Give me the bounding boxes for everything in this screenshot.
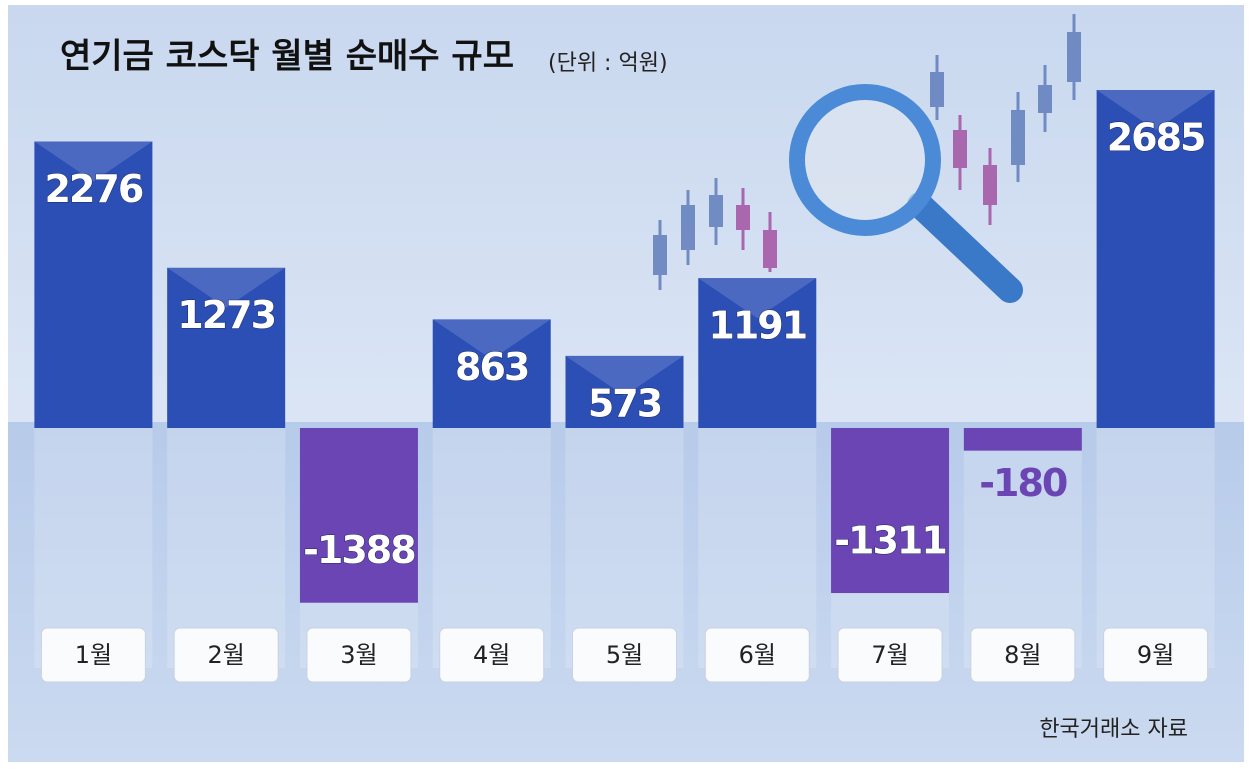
x-tick-label: 9월 xyxy=(1137,641,1174,669)
category-box xyxy=(306,627,412,683)
bar-bevel xyxy=(167,267,286,308)
bar-bevel xyxy=(1096,90,1215,130)
bar xyxy=(34,141,153,428)
bar xyxy=(432,319,551,428)
lower-background xyxy=(8,422,1244,762)
category-box xyxy=(173,627,279,683)
value-label: 573 xyxy=(588,381,661,425)
x-tick-label: 6월 xyxy=(739,641,776,669)
chart-title: 연기금 코스닥 월별 순매수 규모 xyxy=(60,37,514,77)
bar-bevel xyxy=(698,278,817,319)
source: 한국거래소 자료 xyxy=(1039,717,1188,742)
x-tick-label: 5월 xyxy=(606,641,643,669)
value-label: 2685 xyxy=(1107,116,1205,160)
category-box xyxy=(572,627,677,683)
value-label: 2276 xyxy=(45,167,143,211)
bar-bevel xyxy=(432,319,551,360)
bar xyxy=(698,278,817,428)
category-box xyxy=(40,627,146,683)
value-label: 863 xyxy=(455,345,528,389)
value-label: 1273 xyxy=(177,293,275,337)
x-tick-label: 2월 xyxy=(207,641,244,669)
chart-subtitle: (단위 : 억원) xyxy=(548,51,668,76)
bar xyxy=(963,428,1082,451)
bar xyxy=(1096,90,1215,428)
bar-bevel xyxy=(565,355,684,396)
value-label: 1191 xyxy=(708,304,806,348)
value-label: -1311 xyxy=(834,519,946,563)
bar xyxy=(167,267,286,428)
magnifier-decoration xyxy=(789,84,1023,303)
category-box xyxy=(1103,627,1209,683)
x-tick-label: 4월 xyxy=(473,641,510,669)
bar xyxy=(565,355,684,428)
category-box xyxy=(704,627,810,683)
bar xyxy=(299,428,418,603)
x-tick-label: 7월 xyxy=(871,641,908,669)
category-box xyxy=(837,627,943,683)
x-tick-label: 1월 xyxy=(75,641,112,669)
bar xyxy=(831,428,950,594)
bar-bevel xyxy=(34,141,153,182)
value-label: -180 xyxy=(979,461,1067,505)
category-box xyxy=(439,627,545,683)
x-tick-label: 8월 xyxy=(1004,641,1041,669)
category-box xyxy=(970,627,1076,683)
x-tick-label: 3월 xyxy=(340,641,377,669)
value-label: -1388 xyxy=(303,528,415,572)
candlestick-decoration xyxy=(653,14,1081,290)
